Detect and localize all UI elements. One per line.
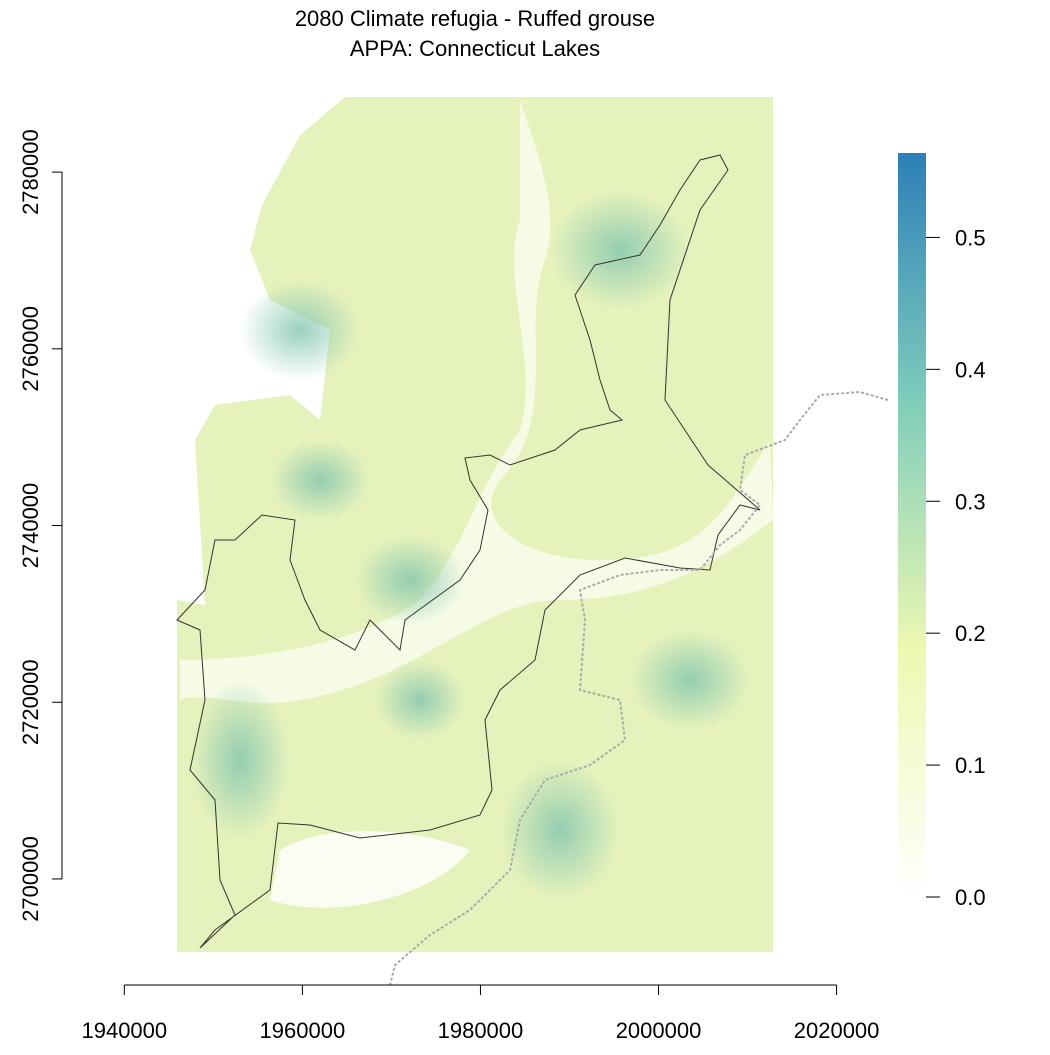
raster-patch <box>500 760 620 900</box>
y-tick-label: 2720000 <box>18 659 43 745</box>
y-tick-label: 2700000 <box>18 836 43 922</box>
raster-patch <box>270 440 370 520</box>
raster-patch <box>550 190 690 310</box>
x-tick-label: 1960000 <box>260 1018 346 1043</box>
raster-valley <box>180 100 773 703</box>
colorbar-tick-label: 0.1 <box>955 753 986 778</box>
state-line <box>389 390 889 986</box>
raster-patch <box>355 535 465 625</box>
raster-patch <box>630 630 750 730</box>
raster-patch <box>240 280 360 380</box>
raster-patch <box>190 680 290 840</box>
colorbar-tick-label: 0.5 <box>955 225 986 250</box>
y-tick-label: 2760000 <box>18 306 43 392</box>
y-tick-label: 2780000 <box>18 129 43 215</box>
colorbar-tick-label: 0.0 <box>955 885 986 910</box>
raster <box>177 97 773 952</box>
colorbar-tick-label: 0.3 <box>955 489 986 514</box>
chart-subtitle: APPA: Connecticut Lakes <box>350 36 600 61</box>
colorbar-tick-label: 0.4 <box>955 357 986 382</box>
y-tick-label: 2740000 <box>18 483 43 569</box>
x-tick-label: 2020000 <box>794 1018 880 1043</box>
x-tick-label: 1980000 <box>438 1018 524 1043</box>
raster-lowland <box>270 831 470 908</box>
x-tick-label: 2000000 <box>616 1018 702 1043</box>
boundary <box>176 154 761 949</box>
chart-title: 2080 Climate refugia - Ruffed grouse <box>295 6 655 31</box>
raster-patch <box>375 660 465 740</box>
colorbar-tick-label: 0.2 <box>955 621 986 646</box>
colorbar <box>898 153 926 897</box>
x-tick-label: 1940000 <box>81 1018 167 1043</box>
